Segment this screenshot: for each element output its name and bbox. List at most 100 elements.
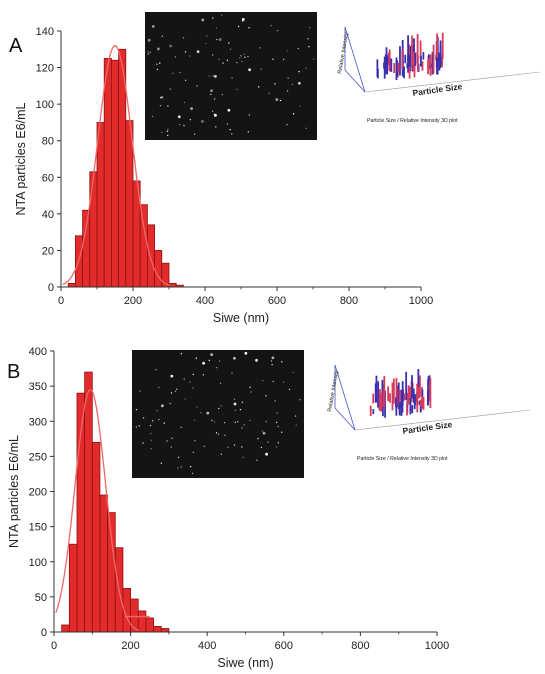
particle-spot — [193, 419, 196, 421]
particle-spot — [240, 55, 242, 57]
gaussian-fit-line — [62, 45, 170, 287]
particle-spot — [150, 432, 152, 435]
particle-spot — [201, 120, 204, 123]
particle-spot — [156, 68, 159, 71]
particle-spot — [142, 442, 144, 444]
histogram-bar — [137, 610, 147, 633]
particle-spot — [239, 57, 241, 59]
particle-spot — [221, 14, 223, 16]
particle-spot — [220, 453, 223, 455]
particle-spot — [231, 133, 233, 135]
particle-spot — [288, 388, 291, 391]
particle-spot — [177, 115, 181, 119]
particle-spot — [224, 421, 226, 424]
particle-spot — [216, 38, 218, 41]
histogram-bar — [107, 512, 116, 633]
particle-spot — [174, 390, 177, 392]
particle-spot — [210, 89, 213, 93]
histogram-bar — [160, 628, 170, 633]
x-tick-label: 1000 — [409, 295, 433, 307]
particle-spot — [183, 124, 185, 127]
inset-vertical-axis-label: Relative Intensity — [337, 32, 350, 75]
particle-spot — [227, 108, 231, 112]
x-tick-label: 0 — [51, 640, 57, 652]
particle-spot — [176, 388, 178, 390]
particle-spot — [163, 422, 165, 424]
inset-caption: Particle Size / Relative Intensity 3D pl… — [357, 456, 448, 462]
particle-spot — [213, 113, 216, 115]
particle-spot — [166, 134, 169, 137]
particle-spot — [183, 378, 185, 380]
x-tick-label: 600 — [275, 640, 293, 652]
particle-spot — [241, 427, 243, 429]
particle-spot — [202, 374, 205, 376]
x-tick-label: 800 — [340, 295, 358, 307]
particle-spot — [243, 53, 246, 55]
particle-spot — [160, 97, 162, 99]
particle-spot — [262, 379, 264, 382]
histogram-bar — [153, 625, 162, 633]
y-tick-label: 20 — [42, 245, 54, 257]
particle-spot — [276, 412, 278, 414]
particle-spot — [203, 445, 205, 448]
particle-spot — [160, 95, 164, 99]
particle-spot — [151, 115, 154, 118]
particle-spot — [270, 360, 273, 362]
particle-spot — [299, 399, 301, 401]
particle-spot — [292, 113, 295, 115]
particle-spot — [286, 50, 288, 52]
histogram-bar — [84, 371, 93, 633]
particle-spot — [219, 382, 222, 385]
particle-spot — [226, 123, 229, 125]
particle-spot — [249, 419, 251, 422]
particle-spot — [192, 373, 194, 376]
particle-spot — [260, 446, 263, 449]
histogram-bar — [146, 224, 155, 288]
particle-spot — [241, 18, 245, 21]
particle-spot — [147, 51, 149, 53]
particle-spot — [244, 351, 248, 355]
particle-spot — [200, 412, 202, 414]
particle-spot — [299, 105, 301, 108]
y-tick-label: 60 — [42, 172, 54, 184]
particle-spot — [298, 70, 300, 73]
particle-spot — [139, 390, 141, 392]
particle-spot — [243, 424, 245, 426]
particle-spot — [256, 459, 258, 461]
particle-spot — [166, 440, 168, 442]
particle-spot — [271, 363, 273, 366]
particle-spot — [282, 381, 285, 383]
histogram-bar — [111, 59, 120, 288]
particle-spot — [192, 451, 194, 454]
particle-spot — [210, 93, 212, 96]
histogram-bar — [82, 209, 91, 288]
particle-spot — [195, 357, 198, 359]
particle-spot — [236, 88, 238, 91]
particle-spot — [229, 128, 231, 131]
particle-spot — [307, 38, 309, 40]
particle-spot — [180, 353, 183, 355]
particle-spot — [227, 446, 229, 448]
particle-spot — [277, 442, 280, 444]
x-axis-label: Siwe (nm) — [217, 656, 273, 670]
particle-spot — [297, 81, 301, 85]
y-tick-label: 140 — [36, 26, 54, 38]
inset-axis-label: Particle Size — [412, 81, 463, 98]
particle-spot — [281, 361, 283, 363]
particle-spot — [184, 51, 187, 53]
x-tick-label: 0 — [58, 295, 64, 307]
intensity-3d-inset: Relative Intensity Particle Size Particle … — [337, 26, 541, 124]
particle-spot — [305, 127, 308, 129]
particle-spot — [147, 38, 151, 42]
particle-spot — [236, 62, 238, 64]
histogram-bar — [103, 58, 112, 288]
particle-spot — [295, 424, 297, 426]
particle-spot — [280, 431, 283, 433]
particle-spot — [258, 86, 260, 88]
particle-spot — [160, 404, 164, 408]
inset-x-axis — [364, 71, 541, 93]
intensity-3d-inset: Relative Intensity Particle Size Particle … — [327, 364, 531, 462]
particle-spot — [190, 107, 193, 110]
particle-spot — [161, 35, 163, 37]
